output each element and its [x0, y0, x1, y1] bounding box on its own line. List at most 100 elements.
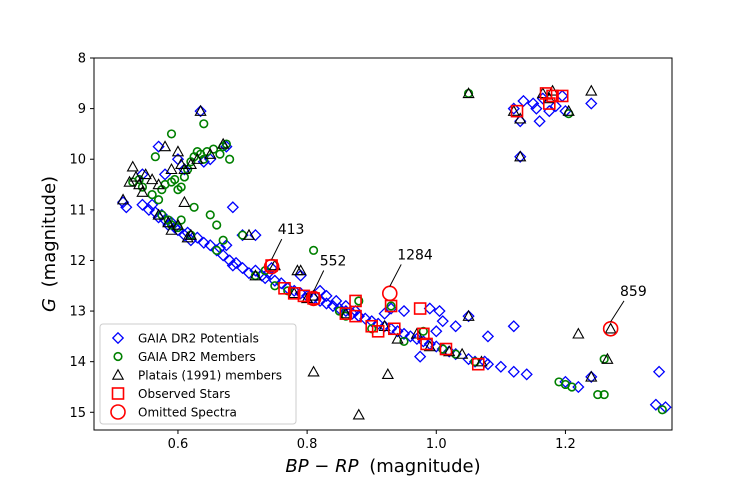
annotation-label: 552	[320, 254, 347, 270]
diamond-point	[320, 297, 333, 310]
y-axis-label-math: G	[39, 298, 60, 312]
annotation-arrow	[271, 238, 283, 260]
diamond-point	[520, 368, 533, 381]
triangle-point	[171, 218, 185, 230]
diamond-point	[507, 320, 520, 333]
circle-point	[199, 119, 209, 129]
circle-point	[176, 182, 186, 192]
circle-point	[218, 235, 228, 245]
circle-point	[147, 190, 157, 200]
x-axis-label: BP − RP (magnitude)	[285, 456, 480, 477]
circle-point	[599, 389, 609, 400]
x-tick-label: 1.0	[426, 437, 447, 452]
triangle-point	[204, 147, 217, 159]
annotation-arrow	[610, 300, 625, 323]
square-point	[542, 97, 556, 110]
triangle-point	[152, 208, 165, 220]
diamond-point	[517, 94, 530, 108]
annotation-label: 859	[620, 284, 647, 300]
triangle-point	[178, 195, 191, 207]
diamond-point	[365, 315, 378, 328]
circle-point	[153, 195, 164, 205]
diamond-point	[142, 203, 156, 216]
triangle-point	[242, 228, 256, 240]
triangle-point	[181, 231, 194, 243]
square-point	[539, 87, 553, 100]
diamond-point	[514, 150, 527, 163]
legend-box	[99, 323, 297, 425]
annotations: 413 552 1284 859	[271, 222, 647, 323]
circle-point	[438, 344, 448, 354]
triangle-point	[514, 112, 527, 124]
y-tick-label: 14	[69, 355, 86, 370]
triangle-point	[194, 104, 207, 116]
triangle-point	[288, 287, 301, 299]
square-point	[439, 342, 453, 356]
circle-point	[386, 301, 396, 311]
y-tick-label: 10	[69, 153, 86, 168]
triangle-point	[455, 347, 469, 359]
legend-entry: Platais (1991) members	[111, 369, 282, 383]
diamond-point	[229, 256, 243, 270]
square-point	[417, 327, 430, 341]
y-tick-label: 15	[69, 406, 86, 421]
diamond-point	[462, 353, 475, 366]
square-point	[420, 337, 433, 351]
diamond-point	[249, 229, 262, 242]
diamond-point	[549, 99, 562, 113]
diamond-point	[430, 325, 443, 338]
triangle-point	[410, 327, 424, 339]
triangle-point	[145, 173, 159, 185]
diamond-point	[462, 310, 475, 323]
legend-entry: Omitted Spectra	[110, 404, 237, 420]
triangle-point	[184, 228, 198, 240]
y-tick-label: 13	[69, 305, 86, 320]
diamond-point	[572, 380, 585, 394]
y-tick-label: 8	[78, 52, 86, 67]
triangle-point	[126, 160, 139, 172]
legend-label: Observed Stars	[138, 387, 230, 401]
square-point	[546, 89, 559, 103]
legend-label: GAIA DR2 Members	[138, 350, 256, 364]
annotation-arrow	[313, 270, 325, 292]
triangle-point	[133, 178, 146, 190]
triangle-point	[307, 289, 320, 301]
triangle-point	[158, 140, 172, 152]
diamond-point	[481, 330, 495, 343]
series-observed	[265, 87, 569, 371]
triangle-point	[249, 269, 262, 281]
diamond-point	[391, 325, 404, 338]
diamond-point	[236, 261, 249, 275]
diamond-point	[165, 216, 178, 229]
circle-point	[657, 405, 667, 415]
diamond-point	[478, 355, 491, 368]
circle-point	[283, 286, 293, 296]
x-tick-label: 0.6	[168, 437, 189, 452]
triangle-point	[352, 408, 365, 420]
square-point	[287, 287, 301, 300]
diamond-point	[649, 398, 662, 411]
square-point	[307, 292, 320, 305]
diamond-point	[120, 201, 133, 214]
triangle-point	[307, 365, 320, 377]
diamond-point	[507, 102, 520, 115]
circle-point	[308, 245, 319, 255]
circle-point	[593, 389, 603, 400]
triangle-point	[217, 137, 230, 149]
diamond-point	[436, 315, 449, 328]
legend-circle-icon	[110, 404, 126, 420]
diamond-point	[275, 277, 288, 290]
triangle-point	[136, 185, 149, 197]
diamond-point	[194, 105, 207, 118]
legend-entry: Observed Stars	[111, 387, 230, 401]
legend-diamond-icon	[111, 331, 125, 345]
legend-label: Omitted Spectra	[138, 406, 237, 420]
circle-point	[189, 202, 199, 212]
diamond-point	[226, 259, 239, 272]
diamond-point	[152, 140, 165, 153]
annotation-arrow	[389, 264, 402, 287]
circle-point	[134, 174, 144, 185]
diamond-point	[326, 299, 340, 313]
legend: GAIA DR2 Potentials GAIA DR2 Members Plata…	[99, 323, 297, 425]
